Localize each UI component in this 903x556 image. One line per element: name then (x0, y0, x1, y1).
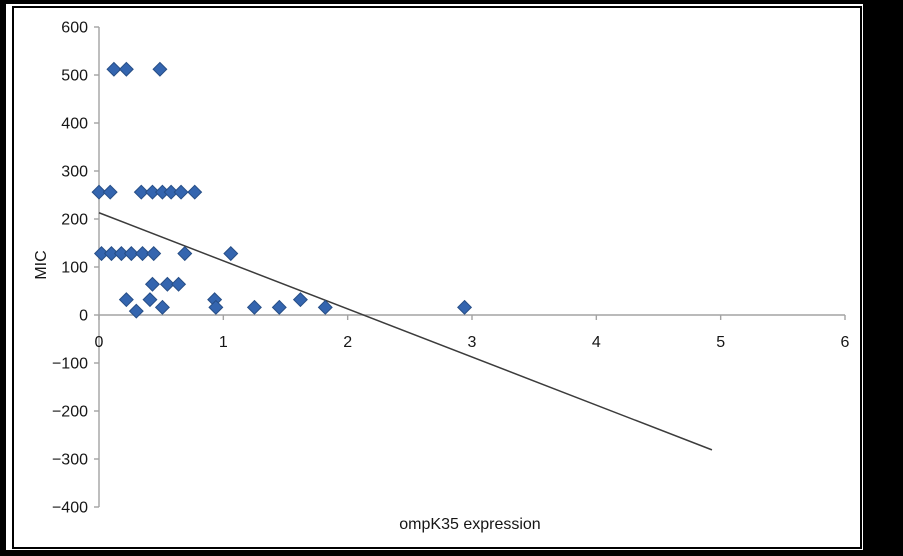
data-point (173, 184, 189, 200)
y-tick-label: −100 (52, 356, 88, 373)
data-point (317, 299, 333, 315)
data-point (246, 299, 262, 315)
data-point (152, 61, 168, 77)
data-point (128, 303, 144, 319)
data-point (457, 299, 473, 315)
y-tick-label: 600 (61, 20, 88, 37)
y-tick-label: 100 (61, 260, 88, 277)
x-axis-title: ompK35 expression (399, 516, 540, 533)
data-point (106, 61, 122, 77)
data-point (177, 246, 193, 262)
data-point (163, 184, 179, 200)
data-point (118, 292, 134, 308)
y-tick-label: 400 (61, 116, 88, 133)
data-point (123, 246, 139, 262)
data-point (102, 184, 118, 200)
x-tick-label: 5 (716, 334, 725, 351)
x-tick-label: 0 (95, 334, 104, 351)
data-point (154, 299, 170, 315)
data-point (171, 276, 187, 292)
data-point (292, 292, 308, 308)
chart-border (12, 6, 862, 549)
data-point (223, 246, 239, 262)
y-tick-label: −300 (52, 452, 88, 469)
y-tick-label: 200 (61, 212, 88, 229)
y-tick-label: −400 (52, 500, 88, 517)
data-point (93, 246, 109, 262)
data-point (91, 184, 107, 200)
y-axis-title: MIC (33, 250, 50, 279)
y-tick-label: 0 (79, 308, 88, 325)
data-point (187, 184, 203, 200)
data-point (142, 292, 158, 308)
y-tick-label: 300 (61, 164, 88, 181)
data-point (159, 276, 175, 292)
axes-group (98, 27, 845, 507)
x-tick-label: 2 (343, 334, 352, 351)
data-point (113, 246, 129, 262)
y-tick-label: 500 (61, 68, 88, 85)
trend-line (98, 212, 713, 451)
data-point (103, 246, 119, 262)
data-point (146, 246, 162, 262)
data-point (118, 61, 134, 77)
data-point (135, 246, 151, 262)
data-point (144, 276, 160, 292)
data-point (133, 184, 149, 200)
data-point (271, 299, 287, 315)
x-tick-label: 1 (219, 334, 228, 351)
data-point (144, 184, 160, 200)
x-tick-label: 3 (468, 334, 477, 351)
trendline-group (98, 212, 713, 451)
ticks-group: 600 500 400 300 200 100 0 −100 −200 −300 −400 0 1 2 3 4… (52, 20, 850, 517)
data-points-group (91, 61, 473, 319)
x-tick-label: 4 (592, 334, 601, 351)
x-tick-label: 6 (841, 334, 850, 351)
y-tick-label: −200 (52, 404, 88, 421)
data-point (208, 299, 224, 315)
